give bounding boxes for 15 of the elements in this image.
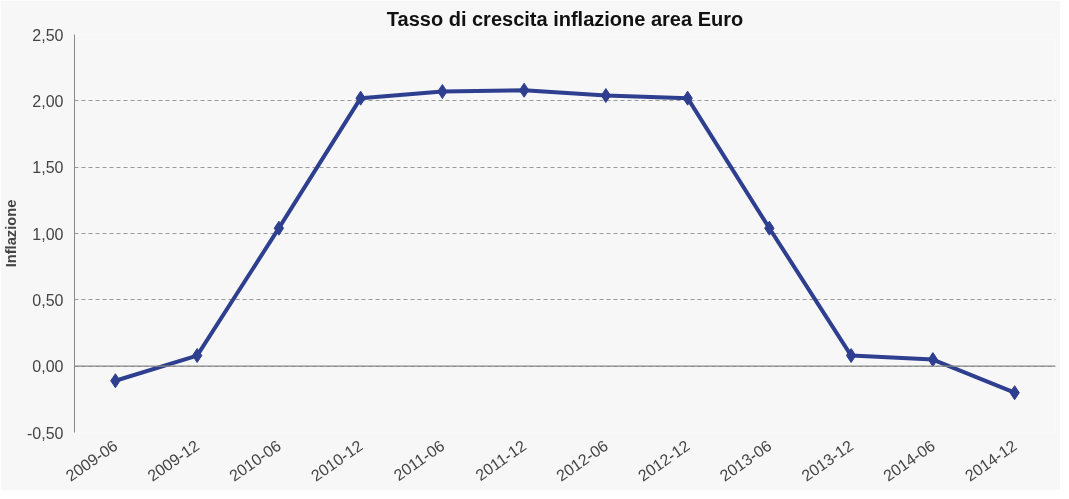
y-axis-title: Inflazione xyxy=(3,199,20,268)
y-tick-label: 0,50 xyxy=(32,291,64,309)
point xyxy=(927,352,939,368)
point xyxy=(845,348,857,364)
y-tick-label: 1,50 xyxy=(32,159,64,177)
point xyxy=(600,88,612,104)
point xyxy=(518,82,530,98)
point xyxy=(191,348,203,364)
y-tick-label: 2,00 xyxy=(32,92,64,110)
y-tick-label: 0,00 xyxy=(32,358,64,376)
point xyxy=(273,220,285,236)
y-tick-label: 2,50 xyxy=(32,26,64,44)
y-tick-label: -0,50 xyxy=(27,424,64,442)
chart-title: Tasso di crescita inflazione area Euro xyxy=(386,7,744,30)
y-tick-label: 1,00 xyxy=(32,225,64,243)
